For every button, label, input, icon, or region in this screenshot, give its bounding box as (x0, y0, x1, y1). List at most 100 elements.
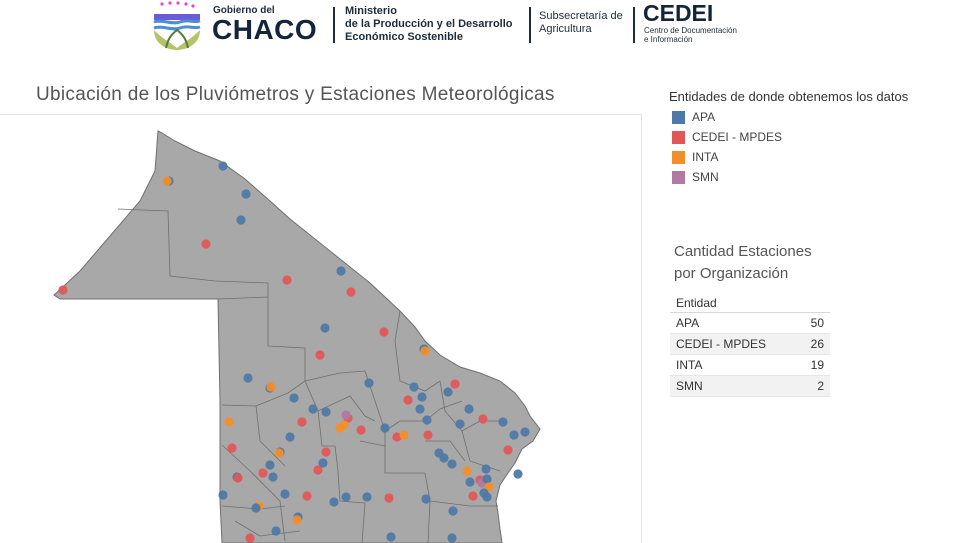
legend-label: SMN (692, 170, 719, 184)
station-marker[interactable] (356, 425, 366, 435)
station-marker[interactable] (241, 189, 251, 199)
entity-cell: INTA (676, 358, 703, 372)
station-marker[interactable] (362, 492, 372, 502)
station-marker[interactable] (450, 379, 460, 389)
station-marker[interactable] (321, 447, 331, 457)
station-marker[interactable] (455, 419, 465, 429)
count-title-line: por Organización (674, 265, 789, 282)
station-marker[interactable] (271, 526, 281, 536)
station-marker[interactable] (482, 492, 492, 502)
station-marker[interactable] (447, 533, 457, 543)
station-marker[interactable] (409, 382, 419, 392)
station-marker[interactable] (341, 410, 351, 420)
station-marker[interactable] (403, 395, 413, 405)
station-marker[interactable] (503, 445, 513, 455)
station-marker[interactable] (224, 417, 234, 427)
station-marker[interactable] (423, 430, 433, 440)
station-marker[interactable] (329, 497, 339, 507)
station-marker[interactable] (346, 287, 356, 297)
station-marker[interactable] (336, 266, 346, 276)
count-title-line: Cantidad Estaciones (674, 243, 812, 260)
table-row[interactable]: CEDEI - MPDES 26 (670, 333, 830, 355)
station-marker[interactable] (447, 459, 457, 469)
station-marker[interactable] (245, 533, 255, 543)
chaco-map[interactable] (0, 115, 641, 543)
station-marker[interactable] (227, 443, 237, 453)
station-marker[interactable] (58, 285, 68, 295)
station-marker[interactable] (308, 404, 318, 414)
station-marker[interactable] (318, 458, 328, 468)
station-marker[interactable] (384, 493, 394, 503)
table-row[interactable]: SMN 2 (670, 375, 830, 397)
station-marker[interactable] (302, 491, 312, 501)
station-marker[interactable] (251, 503, 261, 513)
department-border (234, 520, 301, 537)
station-marker[interactable] (478, 414, 488, 424)
station-marker[interactable] (268, 472, 278, 482)
station-marker[interactable] (520, 427, 530, 437)
station-marker[interactable] (379, 327, 389, 337)
map-panel[interactable] (0, 114, 642, 543)
station-marker[interactable] (386, 532, 396, 542)
station-marker[interactable] (320, 323, 330, 333)
legend-item-cedei[interactable]: CEDEI - MPDES (672, 129, 782, 145)
station-marker[interactable] (266, 382, 276, 392)
station-marker[interactable] (420, 346, 430, 356)
station-marker[interactable] (422, 415, 432, 425)
station-marker[interactable] (292, 515, 302, 525)
station-marker[interactable] (364, 378, 374, 388)
station-marker[interactable] (313, 465, 323, 475)
station-marker[interactable] (258, 468, 268, 478)
station-marker[interactable] (415, 404, 425, 414)
legend-label: CEDEI - MPDES (692, 130, 783, 144)
department-border (359, 440, 386, 447)
station-marker[interactable] (481, 464, 491, 474)
station-marker[interactable] (233, 473, 243, 483)
station-marker[interactable] (243, 373, 253, 383)
legend-item-inta[interactable]: INTA (672, 149, 718, 165)
station-marker[interactable] (297, 417, 307, 427)
station-marker[interactable] (462, 466, 472, 476)
legend-item-smn[interactable]: SMN (672, 169, 719, 185)
station-marker[interactable] (285, 432, 295, 442)
station-marker[interactable] (218, 490, 228, 500)
station-marker[interactable] (280, 489, 290, 499)
department-border (425, 440, 466, 462)
station-marker[interactable] (513, 469, 523, 479)
legend-item-apa[interactable]: APA (672, 109, 715, 125)
department-border (117, 208, 269, 346)
station-marker[interactable] (443, 387, 453, 397)
station-marker[interactable] (341, 492, 351, 502)
station-marker[interactable] (399, 430, 409, 440)
station-marker[interactable] (417, 392, 427, 402)
subsec-line: Agricultura (539, 23, 592, 35)
station-marker[interactable] (282, 275, 292, 285)
station-marker[interactable] (448, 506, 458, 516)
station-marker[interactable] (468, 491, 478, 501)
station-marker[interactable] (236, 215, 246, 225)
table-row[interactable]: INTA 19 (670, 355, 830, 376)
station-marker[interactable] (289, 393, 299, 403)
station-marker[interactable] (274, 448, 284, 458)
table-row[interactable]: APA 50 (670, 313, 830, 334)
station-marker[interactable] (265, 460, 275, 470)
station-marker[interactable] (421, 494, 431, 504)
station-marker[interactable] (464, 404, 474, 414)
department-border (304, 380, 335, 447)
station-marker[interactable] (498, 417, 508, 427)
cedei-logo-text: CEDEI (643, 0, 714, 26)
station-marker[interactable] (218, 161, 228, 171)
station-marker[interactable] (482, 474, 492, 484)
station-marker[interactable] (201, 239, 211, 249)
station-marker[interactable] (465, 477, 475, 487)
station-marker[interactable] (509, 430, 519, 440)
legend-swatch (672, 170, 685, 184)
station-marker[interactable] (380, 423, 390, 433)
station-marker[interactable] (339, 420, 349, 430)
station-marker[interactable] (315, 350, 325, 360)
station-marker[interactable] (162, 176, 172, 186)
station-marker[interactable] (392, 432, 402, 442)
station-marker[interactable] (321, 407, 331, 417)
station-marker[interactable] (439, 453, 449, 463)
gov-small-text: Gobierno del (213, 5, 275, 16)
